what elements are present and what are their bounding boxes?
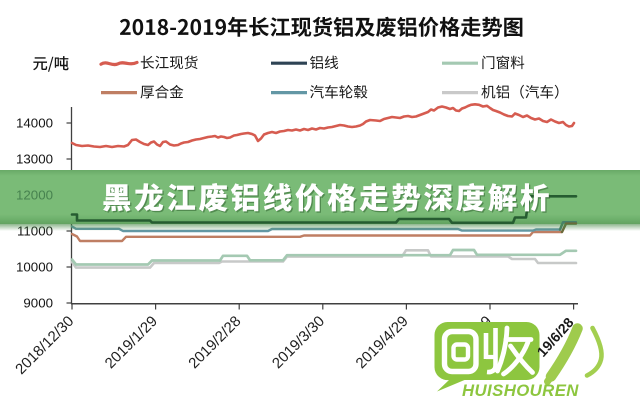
- svg-text:13000: 13000: [16, 152, 53, 167]
- svg-text:10000: 10000: [16, 260, 53, 275]
- svg-text:14000: 14000: [16, 116, 53, 131]
- svg-text:12000: 12000: [16, 188, 53, 203]
- svg-text:9000: 9000: [23, 296, 53, 311]
- svg-text:HUISHOUREN: HUISHOUREN: [462, 381, 579, 400]
